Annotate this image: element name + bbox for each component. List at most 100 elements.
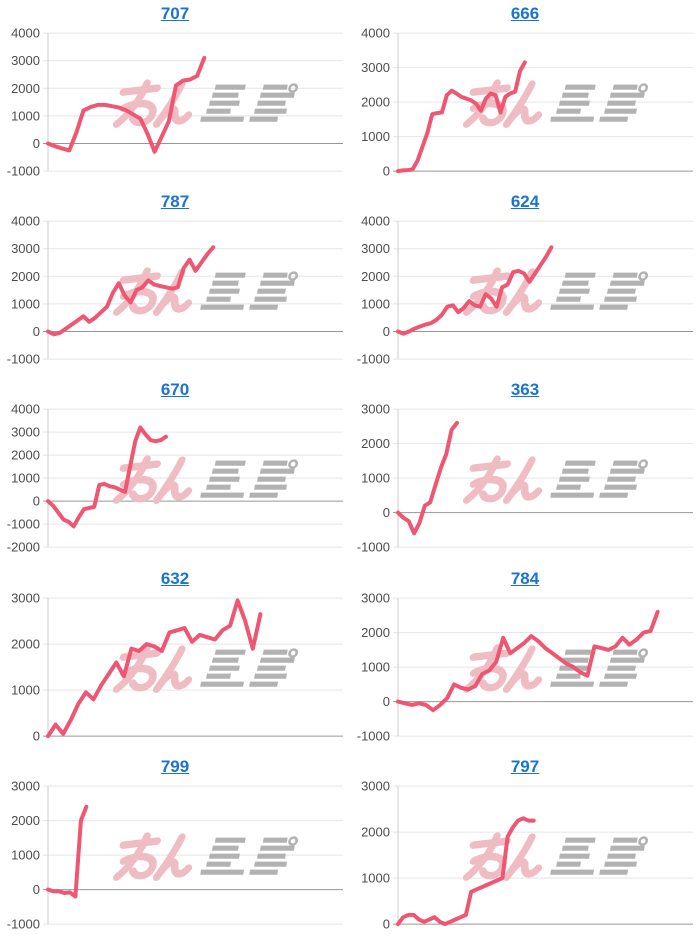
y-tick-label: 2000: [11, 448, 40, 463]
y-tick-label: -1000: [357, 728, 390, 743]
y-tick-label: 0: [33, 494, 40, 509]
watermark-pink-stroke: [152, 105, 193, 128]
watermark-gray-stripe: [211, 280, 239, 286]
y-tick-label: 0: [33, 324, 40, 339]
watermark-handakuten-circle: [288, 83, 299, 93]
chart-canvas-784: 3000 2000 1000 0 -1000: [357, 590, 693, 743]
series-line: [396, 609, 660, 712]
watermark-gray-stripe: [214, 649, 246, 655]
watermark-gray-stripe: [256, 288, 286, 294]
y-tick-label: 3000: [361, 60, 390, 75]
watermark-gray-stripe: [564, 649, 596, 655]
watermark-gray-stripe: [259, 92, 295, 98]
y-tick-label: 2000: [361, 269, 390, 284]
watermark-gray-stripe: [609, 468, 645, 475]
chart-cell-797: 3000 2000 1000 0 797: [350, 753, 700, 941]
watermark-handakuten-circle: [638, 647, 649, 658]
watermark-gray-stripe: [564, 84, 596, 90]
chart-cell-784: 3000 2000 1000 0 -1000 784: [350, 565, 700, 753]
watermark-pink-stroke: [469, 664, 507, 691]
watermark-gray-stripe: [214, 837, 246, 843]
series-line: [46, 804, 89, 899]
y-tick-label: 0: [383, 694, 390, 709]
watermark-gray-stripe: [214, 272, 246, 278]
watermark-gray-stripe: [208, 288, 240, 294]
watermark-gray-stripe: [259, 657, 295, 663]
watermark-gray-stripe: [561, 845, 589, 851]
watermark-gray-stripe: [550, 869, 595, 875]
watermark-gray-stripe: [556, 861, 582, 867]
chart-title-link-624[interactable]: 624: [510, 192, 540, 212]
chart-title-link-632[interactable]: 632: [160, 568, 190, 588]
chart-canvas-666: 4000 3000 2000 1000 0: [361, 26, 693, 179]
chart-cell-632: 3000 2000 1000 0 632: [0, 565, 350, 753]
y-tick-label: 1000: [361, 297, 390, 312]
watermark-gray-stripe: [214, 460, 246, 467]
watermark-gray-stripe: [249, 681, 279, 687]
watermark-gray-stripe: [200, 492, 245, 499]
watermark-handakuten-circle: [638, 835, 649, 846]
watermark-gray-stripe: [256, 665, 286, 671]
watermark-gray-stripe: [206, 296, 232, 302]
y-tick-label: 1000: [361, 870, 390, 885]
y-tick-label: 1000: [361, 129, 390, 144]
minrepo-watermark: [462, 832, 649, 881]
chart-title-link-784[interactable]: 784: [510, 568, 540, 588]
watermark-gray-stripe: [556, 296, 582, 302]
y-tick-label: 3000: [361, 590, 390, 605]
watermark-gray-stripe: [254, 861, 288, 867]
chart-cell-624: 4000 3000 2000 1000 0 -1000 624: [350, 188, 700, 376]
watermark-handakuten-circle: [638, 83, 649, 93]
watermark-gray-stripe: [256, 853, 286, 859]
watermark-pink-stroke: [469, 99, 507, 127]
watermark-gray-stripe: [211, 657, 239, 663]
watermark-gray-stripe: [556, 673, 582, 679]
watermark-gray-stripe: [612, 84, 638, 90]
y-tick-label: 1000: [11, 297, 40, 312]
y-tick-label: 2000: [11, 636, 40, 651]
minrepo-watermark: [462, 79, 649, 128]
watermark-gray-stripe: [564, 837, 596, 843]
y-tick-label: 0: [33, 136, 40, 151]
chart-title-link-707[interactable]: 707: [160, 4, 190, 23]
y-tick-label: -1000: [7, 517, 40, 532]
watermark-pink-stroke: [502, 669, 543, 693]
watermark-gray-stripe: [612, 649, 638, 655]
y-tick-label: 3000: [11, 241, 40, 256]
watermark-pink-stroke: [152, 293, 193, 317]
y-tick-label: -1000: [357, 352, 390, 367]
y-tick-label: 2000: [361, 625, 390, 640]
minrepo-watermark: [112, 455, 299, 505]
chart-title-link-799[interactable]: 799: [160, 756, 190, 776]
y-tick-label: 2000: [11, 269, 40, 284]
minrepo-watermark: [112, 832, 299, 881]
watermark-gray-stripe: [208, 665, 240, 671]
watermark-gray-stripe: [599, 869, 629, 875]
watermark-gray-stripe: [249, 116, 279, 122]
chart-title-link-797[interactable]: 797: [510, 756, 540, 776]
y-tick-label: 4000: [11, 26, 40, 41]
watermark-gray-stripe: [200, 869, 245, 875]
minrepo-watermark: [462, 643, 649, 693]
chart-title-link-363[interactable]: 363: [510, 380, 540, 400]
y-tick-label: 1000: [361, 471, 390, 486]
watermark-gray-stripe: [609, 657, 645, 663]
minrepo-watermark: [112, 79, 299, 128]
chart-title-link-670[interactable]: 670: [160, 380, 190, 400]
chart-canvas-624: 4000 3000 2000 1000 0 -1000: [357, 214, 693, 367]
chart-title-link-666[interactable]: 666: [510, 4, 540, 23]
watermark-gray-stripe: [262, 649, 288, 655]
y-tick-label: 2000: [361, 436, 390, 451]
watermark-gray-stripe: [214, 84, 246, 90]
watermark-gray-stripe: [606, 100, 636, 106]
watermark-gray-stripe: [206, 861, 232, 867]
y-tick-label: 0: [383, 505, 390, 520]
y-tick-label: 0: [33, 882, 40, 897]
chart-canvas-363: 3000 2000 1000 0 -1000: [357, 402, 693, 555]
watermark-gray-stripe: [564, 272, 596, 278]
chart-title-link-787[interactable]: 787: [160, 192, 190, 212]
minrepo-watermark: [112, 267, 299, 317]
watermark-gray-stripe: [612, 460, 638, 467]
watermark-handakuten-circle: [638, 271, 649, 282]
